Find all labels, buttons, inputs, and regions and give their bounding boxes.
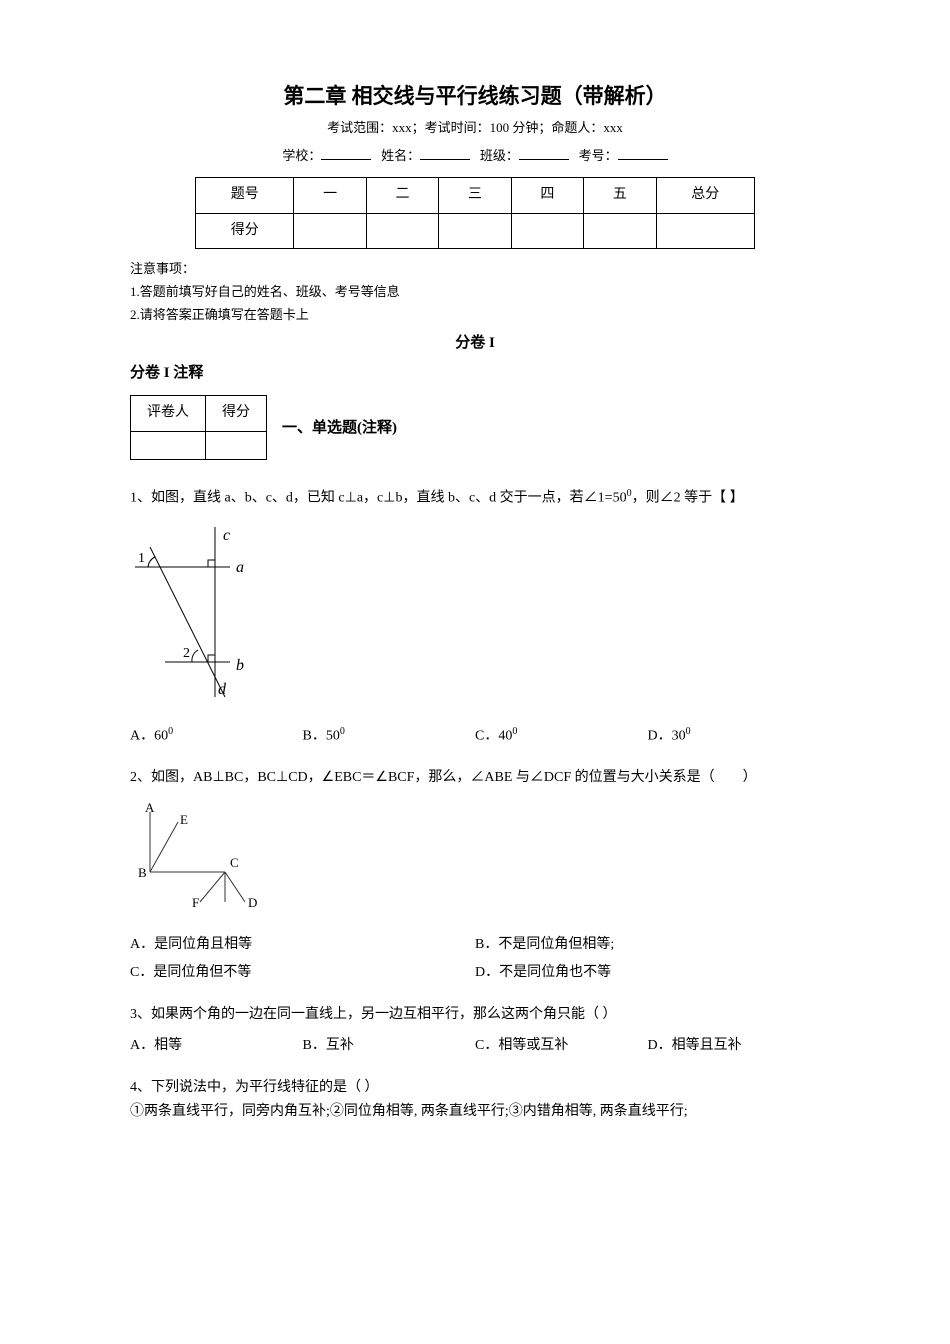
q2-figure: A B C D E F — [130, 802, 820, 921]
line-be — [150, 822, 178, 872]
q2-options: A．是同位角且相等 B．不是同位角但相等; C．是同位角但不等 D．不是同位角也… — [130, 933, 820, 985]
opt-text: D．30 — [648, 729, 686, 744]
question-3: 3、如果两个角的一边在同一直线上，另一边互相平行，那么这两个角只能（ ） A．相… — [130, 1003, 820, 1059]
cell-empty — [206, 431, 267, 459]
school-label: 学校： — [282, 148, 321, 163]
examno-label: 考号： — [579, 148, 618, 163]
line-cf — [200, 872, 225, 902]
cell-header: 三 — [439, 178, 511, 213]
q3-options: A．相等 B．互补 C．相等或互补 D．相等且互补 — [130, 1034, 820, 1058]
q3-text: 3、如果两个角的一边在同一直线上，另一边互相平行，那么这两个角只能（ ） — [130, 1003, 820, 1027]
option-d: D．不是同位角也不等 — [475, 961, 820, 985]
question-4: 4、下列说法中，为平行线特征的是（ ） ①两条直线平行，同旁内角互补;②同位角相… — [130, 1076, 820, 1124]
option-d: D．相等且互补 — [648, 1034, 821, 1058]
cell-header: 五 — [584, 178, 656, 213]
option-d: D．300 — [648, 723, 821, 748]
info-line: 学校： 姓名： 班级： 考号： — [130, 146, 820, 167]
label-e: E — [180, 812, 188, 827]
section-part1: 分卷 I — [130, 331, 820, 355]
option-a: A．相等 — [130, 1034, 303, 1058]
cell-header: 二 — [366, 178, 438, 213]
page-subtitle: 考试范围：xxx；考试时间：100 分钟；命题人：xxx — [130, 118, 820, 139]
option-b: B．500 — [303, 723, 476, 748]
section-single-choice: 一、单选题(注释) — [282, 416, 397, 440]
opt-text: B．50 — [303, 729, 340, 744]
table-row: 题号 一 二 三 四 五 总分 — [196, 178, 755, 213]
section-part1-note: 分卷 I 注释 — [130, 361, 820, 385]
option-b: B．互补 — [303, 1034, 476, 1058]
right-angle-a — [208, 560, 215, 567]
grader-cell: 评卷人 — [131, 396, 206, 431]
label-2: 2 — [183, 646, 190, 661]
label-b: b — [236, 657, 244, 674]
label-f: F — [192, 895, 199, 910]
class-label: 班级： — [480, 148, 519, 163]
opt-sup: 0 — [168, 726, 173, 737]
option-c: C．400 — [475, 723, 648, 748]
cell-row-label: 得分 — [196, 213, 294, 248]
opt-sup: 0 — [512, 726, 517, 737]
right-angle-b — [208, 655, 215, 662]
table-row: 得分 — [196, 213, 755, 248]
examno-blank — [618, 159, 668, 160]
opt-sup: 0 — [340, 726, 345, 737]
page-title: 第二章 相交线与平行线练习题（带解析） — [130, 80, 820, 114]
class-blank — [519, 159, 569, 160]
label-a: a — [236, 559, 244, 576]
grader-table: 评卷人 得分 — [130, 395, 267, 459]
option-c: C．是同位角但不等 — [130, 961, 475, 985]
cell-empty — [656, 213, 754, 248]
question-1: 1、如图，直线 a、b、c、d，已知 c⊥a，c⊥b，直线 b、c、d 交于一点… — [130, 485, 820, 749]
cell-empty — [366, 213, 438, 248]
opt-sup: 0 — [686, 726, 691, 737]
option-a: A．是同位角且相等 — [130, 933, 475, 957]
opt-text: A．60 — [130, 729, 168, 744]
score-table: 题号 一 二 三 四 五 总分 得分 — [195, 177, 755, 249]
cell-empty — [511, 213, 583, 248]
table-row — [131, 431, 267, 459]
label-d: d — [218, 681, 227, 698]
label-c: C — [230, 855, 239, 870]
table-row: 评卷人 得分 — [131, 396, 267, 431]
question-2: 2、如图，AB⊥BC，BC⊥CD，∠EBC＝∠BCF，那么，∠ABE 与∠DCF… — [130, 766, 820, 984]
name-label: 姓名： — [381, 148, 420, 163]
notice-title: 注意事项： — [130, 259, 820, 280]
school-blank — [321, 159, 371, 160]
option-a: A．600 — [130, 723, 303, 748]
notice-item: 1.答题前填写好自己的姓名、班级、考号等信息 — [130, 282, 820, 303]
cell-header: 总分 — [656, 178, 754, 213]
label-d: D — [248, 895, 257, 910]
cell-empty — [131, 431, 206, 459]
line-cd — [225, 872, 245, 902]
label-1: 1 — [138, 551, 145, 566]
cell-header: 题号 — [196, 178, 294, 213]
q1-options: A．600 B．500 C．400 D．300 — [130, 723, 820, 748]
option-b: B．不是同位角但相等; — [475, 933, 820, 957]
q4-detail: ①两条直线平行，同旁内角互补;②同位角相等, 两条直线平行;③内错角相等, 两条… — [130, 1100, 820, 1124]
q1-text-after: ，则∠2 等于【 】 — [632, 490, 744, 505]
label-b: B — [138, 865, 147, 880]
name-blank — [420, 159, 470, 160]
grader-row: 评卷人 得分 一、单选题(注释) — [130, 395, 820, 459]
angle-1-arc — [148, 557, 155, 567]
q1-text-before: 1、如图，直线 a、b、c、d，已知 c⊥a，c⊥b，直线 b、c、d 交于一点… — [130, 490, 627, 505]
cell-header: 四 — [511, 178, 583, 213]
label-a: A — [145, 802, 155, 815]
opt-text: C．40 — [475, 729, 512, 744]
line-d — [150, 547, 225, 697]
cell-empty — [439, 213, 511, 248]
grader-cell: 得分 — [206, 396, 267, 431]
cell-empty — [584, 213, 656, 248]
q2-text: 2、如图，AB⊥BC，BC⊥CD，∠EBC＝∠BCF，那么，∠ABE 与∠DCF… — [130, 766, 820, 790]
cell-empty — [294, 213, 366, 248]
notice-item: 2.请将答案正确填写在答题卡上 — [130, 305, 820, 326]
q1-figure: 1 2 c a b d — [130, 522, 820, 711]
angle-2-arc — [192, 650, 198, 662]
option-c: C．相等或互补 — [475, 1034, 648, 1058]
label-c: c — [223, 527, 230, 544]
q4-text: 4、下列说法中，为平行线特征的是（ ） — [130, 1076, 820, 1100]
cell-header: 一 — [294, 178, 366, 213]
